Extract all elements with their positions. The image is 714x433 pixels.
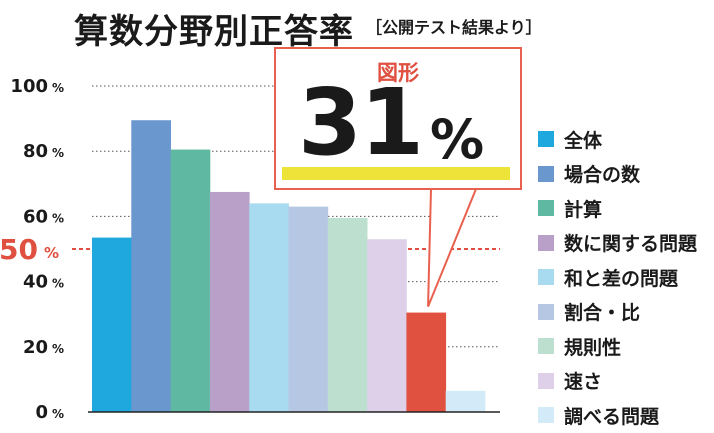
legend-label: 速さ — [564, 371, 603, 394]
callout-unit: % — [430, 108, 485, 171]
bar-3 — [170, 149, 211, 412]
reference-line-label: 50 — [0, 233, 38, 266]
callout-value: 31 — [298, 69, 424, 176]
bar-6 — [288, 206, 329, 412]
y-tick-label: 40 — [23, 272, 48, 293]
legend-swatch — [538, 131, 554, 148]
legend-swatch — [538, 372, 554, 389]
legend-label: 割合・比 — [564, 302, 641, 325]
y-tick-label: 80 — [23, 141, 48, 162]
y-tick-unit: % — [52, 146, 64, 160]
bar-5 — [249, 203, 289, 412]
chart-title: 算数分野別正答率 — [74, 12, 354, 52]
y-tick-label: 60 — [23, 206, 48, 227]
bar-2 — [131, 120, 171, 412]
bar-9 — [406, 312, 447, 412]
legend-label: 全体 — [564, 129, 603, 152]
legend-label: 数に関する問題 — [564, 233, 698, 256]
legend-swatch — [538, 269, 554, 286]
legend-entry: 場合の数 — [538, 157, 697, 192]
legend-entry: 規則性 — [538, 329, 697, 364]
y-tick-unit: % — [52, 277, 64, 291]
legend-entry: 計算 — [538, 191, 697, 226]
callout-box: 図形 31 % — [274, 47, 522, 190]
y-tick-label: 100 — [10, 76, 48, 97]
legend-swatch — [538, 303, 554, 320]
y-tick-unit: % — [52, 342, 64, 356]
reference-line-unit: % — [44, 244, 59, 262]
callout-highlight-bar — [282, 167, 510, 180]
y-tick-unit: % — [52, 81, 64, 95]
y-tick-label: 20 — [23, 337, 48, 358]
legend-swatch — [538, 200, 554, 217]
legend-entry: 調べる問題 — [538, 398, 697, 433]
y-tick-unit: % — [52, 211, 64, 225]
legend-entry: 全体 — [538, 122, 697, 157]
legend-swatch — [538, 407, 554, 424]
legend-label: 規則性 — [564, 336, 622, 359]
callout-pointer — [427, 188, 478, 307]
legend-entry: 和と差の問題 — [538, 260, 697, 295]
chart-subtitle: ［公開テスト結果より］ — [366, 18, 542, 37]
legend-entry: 速さ — [538, 364, 697, 399]
y-tick-unit: % — [52, 407, 64, 421]
bar-4 — [209, 191, 250, 412]
bar-1 — [92, 237, 132, 412]
bar-8 — [367, 239, 407, 412]
bar-chart: 0 % 20 % 40 % 60 % 80 % 100 % 50% — [0, 76, 500, 422]
legend-label: 計算 — [564, 198, 603, 221]
legend-label: 和と差の問題 — [564, 267, 679, 290]
callout-label: 図形 — [377, 61, 419, 85]
legend-label: 場合の数 — [564, 164, 641, 187]
chart-legend: 全体場合の数計算数に関する問題 和と差の問題 割合・比規則性速さ調べる問題 — [538, 122, 697, 433]
legend-entry: 数に関する問題 — [538, 226, 697, 261]
legend-swatch — [538, 338, 554, 355]
legend-swatch — [538, 165, 554, 182]
y-tick-label: 0 — [35, 402, 48, 422]
bar-7 — [327, 218, 368, 412]
legend-label: 調べる問題 — [564, 405, 660, 428]
legend-swatch — [538, 234, 554, 251]
bar-10 — [445, 390, 486, 412]
legend-entry: 割合・比 — [538, 295, 697, 330]
